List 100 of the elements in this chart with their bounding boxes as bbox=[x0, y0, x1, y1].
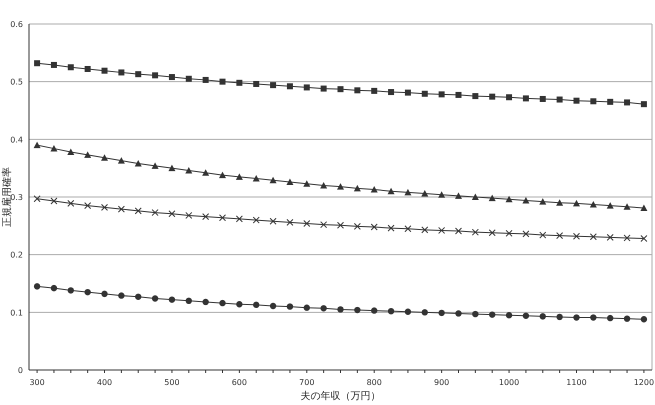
point bbox=[354, 184, 361, 192]
point bbox=[202, 213, 210, 220]
point bbox=[186, 76, 192, 82]
point bbox=[454, 192, 462, 199]
point bbox=[337, 183, 344, 190]
point bbox=[370, 223, 378, 230]
point bbox=[506, 196, 513, 202]
point bbox=[34, 283, 40, 290]
point bbox=[556, 199, 564, 206]
point bbox=[320, 221, 328, 228]
point bbox=[135, 294, 142, 300]
point bbox=[640, 204, 648, 211]
point bbox=[236, 215, 243, 222]
point bbox=[540, 96, 546, 102]
point bbox=[152, 72, 158, 78]
point bbox=[404, 308, 412, 315]
point bbox=[84, 66, 91, 72]
point bbox=[522, 95, 529, 102]
point bbox=[168, 164, 176, 172]
point bbox=[522, 312, 530, 319]
point bbox=[489, 94, 496, 100]
point bbox=[607, 98, 614, 105]
point bbox=[134, 160, 142, 167]
point bbox=[506, 230, 513, 237]
point bbox=[404, 90, 411, 96]
point bbox=[185, 212, 192, 219]
point bbox=[438, 310, 445, 316]
point bbox=[67, 200, 74, 207]
point bbox=[422, 309, 428, 316]
point bbox=[572, 232, 580, 240]
y-tick-label: 0.6 bbox=[10, 20, 23, 29]
point bbox=[253, 80, 260, 87]
x-tick-label: 700 bbox=[299, 378, 314, 387]
point bbox=[472, 310, 479, 318]
y-tick-label: 0.2 bbox=[10, 250, 23, 260]
x-tick-label: 300 bbox=[29, 378, 45, 387]
point bbox=[304, 84, 310, 90]
x-tick-label: 900 bbox=[434, 378, 450, 387]
point bbox=[454, 228, 462, 235]
point bbox=[84, 288, 91, 296]
point bbox=[506, 94, 512, 100]
point bbox=[219, 214, 226, 222]
point bbox=[337, 306, 344, 313]
point bbox=[422, 90, 428, 97]
point bbox=[152, 209, 159, 216]
point bbox=[354, 306, 361, 314]
point bbox=[455, 92, 462, 98]
point bbox=[488, 229, 496, 236]
point bbox=[590, 98, 596, 104]
point bbox=[421, 190, 428, 197]
point bbox=[101, 290, 108, 298]
point bbox=[286, 218, 294, 226]
point bbox=[320, 86, 327, 92]
point bbox=[404, 188, 412, 196]
point bbox=[438, 91, 445, 98]
point bbox=[590, 233, 597, 240]
point bbox=[606, 234, 614, 241]
point bbox=[186, 298, 192, 304]
point bbox=[488, 194, 496, 202]
point bbox=[202, 76, 209, 83]
point bbox=[438, 191, 446, 198]
point bbox=[118, 206, 125, 213]
point bbox=[101, 204, 108, 211]
point bbox=[388, 188, 395, 194]
x-tick-label: 500 bbox=[164, 378, 180, 387]
point bbox=[472, 194, 479, 200]
point bbox=[102, 68, 108, 74]
point bbox=[489, 311, 496, 318]
point bbox=[606, 314, 614, 322]
point bbox=[303, 180, 310, 187]
point bbox=[252, 175, 260, 182]
point bbox=[556, 232, 564, 240]
point bbox=[152, 162, 159, 169]
point bbox=[286, 303, 294, 310]
point bbox=[388, 308, 394, 314]
point bbox=[168, 74, 175, 80]
point bbox=[640, 101, 647, 108]
point bbox=[68, 287, 74, 294]
x-tick-label: 400 bbox=[96, 378, 112, 387]
point bbox=[118, 292, 125, 299]
y-tick-label: 0.3 bbox=[10, 193, 23, 202]
point bbox=[252, 216, 260, 224]
point bbox=[539, 198, 546, 205]
point bbox=[135, 71, 142, 78]
point bbox=[134, 207, 142, 214]
point bbox=[624, 315, 630, 322]
point bbox=[371, 88, 378, 94]
point bbox=[202, 169, 210, 176]
point bbox=[455, 310, 462, 317]
point bbox=[606, 202, 614, 209]
point bbox=[590, 314, 597, 321]
point bbox=[270, 218, 277, 225]
point bbox=[388, 89, 394, 96]
point bbox=[337, 222, 344, 229]
point bbox=[573, 98, 580, 104]
point bbox=[286, 83, 293, 90]
point bbox=[270, 176, 277, 184]
point bbox=[50, 62, 57, 68]
point bbox=[67, 148, 74, 156]
x-tick-label: 1000 bbox=[498, 378, 520, 387]
